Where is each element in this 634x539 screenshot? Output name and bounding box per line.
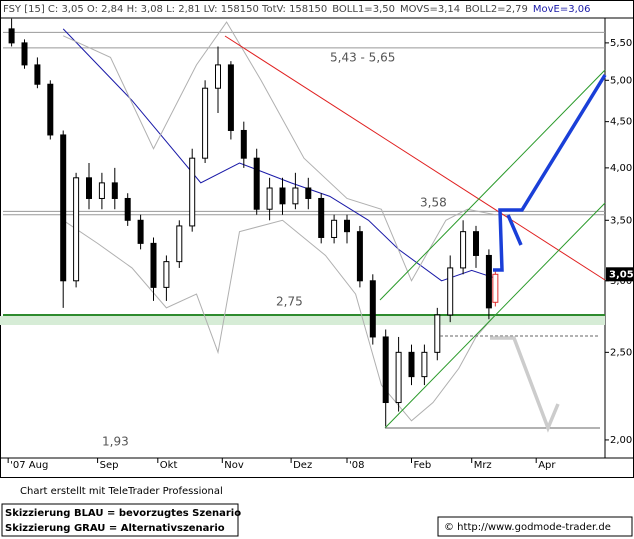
header-text: FSY [15] C: 3,05 O: 2,84 H: 3,08 L: 2,81… bbox=[3, 4, 327, 15]
candle-body bbox=[227, 64, 234, 131]
x-tick-label: Sep bbox=[100, 460, 119, 471]
candle-body bbox=[305, 187, 312, 199]
x-tick-label: Feb bbox=[414, 460, 432, 471]
candle-body bbox=[318, 197, 325, 238]
chart-frame bbox=[0, 0, 634, 478]
candle-body bbox=[447, 267, 454, 316]
annotation: 1,93 bbox=[102, 435, 129, 449]
header: FSY [15] C: 3,05 O: 2,84 H: 3,08 L: 2,81… bbox=[3, 4, 590, 15]
candle-body bbox=[60, 134, 67, 282]
plot-area: 5,43 - 5,65 3,58 2,75 1,93 bbox=[3, 18, 609, 449]
scenario-blue bbox=[493, 74, 607, 272]
candle-body bbox=[34, 64, 41, 85]
scenario-blue bbox=[506, 214, 523, 246]
candle-body bbox=[73, 177, 80, 282]
indicator-line bbox=[62, 219, 496, 422]
candle-body bbox=[202, 87, 209, 159]
candle-body bbox=[356, 231, 363, 282]
y-tick-label: 3,50 bbox=[610, 215, 632, 226]
x-tick-label: Apr bbox=[538, 460, 556, 471]
candle-body bbox=[292, 187, 299, 205]
candle-body bbox=[98, 182, 105, 199]
candle-body bbox=[492, 273, 499, 303]
candle-body bbox=[163, 261, 170, 288]
candle-body bbox=[279, 187, 286, 205]
candle-body bbox=[266, 187, 273, 210]
scenario-gray bbox=[490, 336, 560, 433]
candle-body bbox=[124, 197, 131, 221]
legend-text: Skizzierung GRAU = Alternativszenario bbox=[5, 523, 225, 534]
channel-line bbox=[384, 202, 606, 429]
candle-body bbox=[150, 242, 157, 288]
candle-body bbox=[421, 351, 428, 378]
header-text: BOLL2=2,79 bbox=[465, 4, 528, 15]
candle-body bbox=[176, 225, 183, 263]
candle-body bbox=[8, 28, 15, 44]
y-tick-label: 2,00 bbox=[610, 435, 632, 446]
candle-body bbox=[395, 351, 402, 404]
candle-body bbox=[240, 129, 247, 159]
header-text: BOLL1=3,50 bbox=[332, 4, 395, 15]
y-tick-label: 5,00 bbox=[610, 75, 632, 86]
indicator-line bbox=[62, 21, 496, 282]
url-box bbox=[437, 516, 633, 537]
candle-body bbox=[473, 231, 479, 256]
legend-box bbox=[1, 503, 239, 537]
candle-body bbox=[47, 83, 54, 136]
annotation: 5,43 - 5,65 bbox=[330, 51, 395, 65]
header-text: MOVS=3,14 bbox=[400, 4, 460, 15]
annotation: 3,58 bbox=[420, 196, 447, 210]
last-price-box bbox=[606, 267, 634, 282]
x-tick-label: Dez bbox=[293, 460, 312, 471]
x-tick-label: Mrz bbox=[474, 460, 492, 471]
candle-body bbox=[485, 254, 492, 309]
candle-body bbox=[344, 219, 350, 233]
x-tick-label: Okt bbox=[160, 460, 178, 471]
legend-text: Skizzierung BLAU = bevorzugtes Szenario bbox=[5, 508, 241, 519]
candle-body bbox=[86, 177, 92, 199]
support-band bbox=[0, 316, 605, 325]
annotation: 2,75 bbox=[276, 295, 303, 309]
header-text: MovE=3,06 bbox=[533, 4, 591, 15]
candle-body bbox=[253, 157, 260, 210]
y-tick-label: 4,50 bbox=[610, 117, 632, 128]
candle-body bbox=[434, 314, 441, 353]
candle-body bbox=[382, 336, 389, 404]
channel-line bbox=[379, 69, 606, 301]
candle-body bbox=[189, 157, 196, 227]
last-price-label: 3,05 bbox=[609, 269, 634, 280]
candle-body bbox=[137, 219, 144, 244]
candle-body bbox=[215, 64, 221, 89]
y-tick-label: 5,50 bbox=[610, 38, 632, 49]
candle-body bbox=[111, 182, 118, 199]
trend-line bbox=[224, 35, 606, 281]
y-tick-label: 2,50 bbox=[610, 347, 632, 358]
credit: Chart erstellt mit TeleTrader Profession… bbox=[20, 486, 223, 497]
url: © http://www.godmode-trader.de bbox=[444, 522, 611, 533]
y-tick-label: 4,00 bbox=[610, 163, 632, 174]
x-tick-label: Nov bbox=[224, 460, 244, 471]
x-tick-label: '08 bbox=[349, 460, 364, 471]
candle-body bbox=[331, 219, 338, 238]
candle-body bbox=[369, 280, 376, 338]
x-tick-label: '07 Aug bbox=[10, 460, 48, 471]
candle-body bbox=[460, 231, 467, 269]
candle-body bbox=[21, 42, 28, 66]
candle-body bbox=[408, 351, 415, 378]
